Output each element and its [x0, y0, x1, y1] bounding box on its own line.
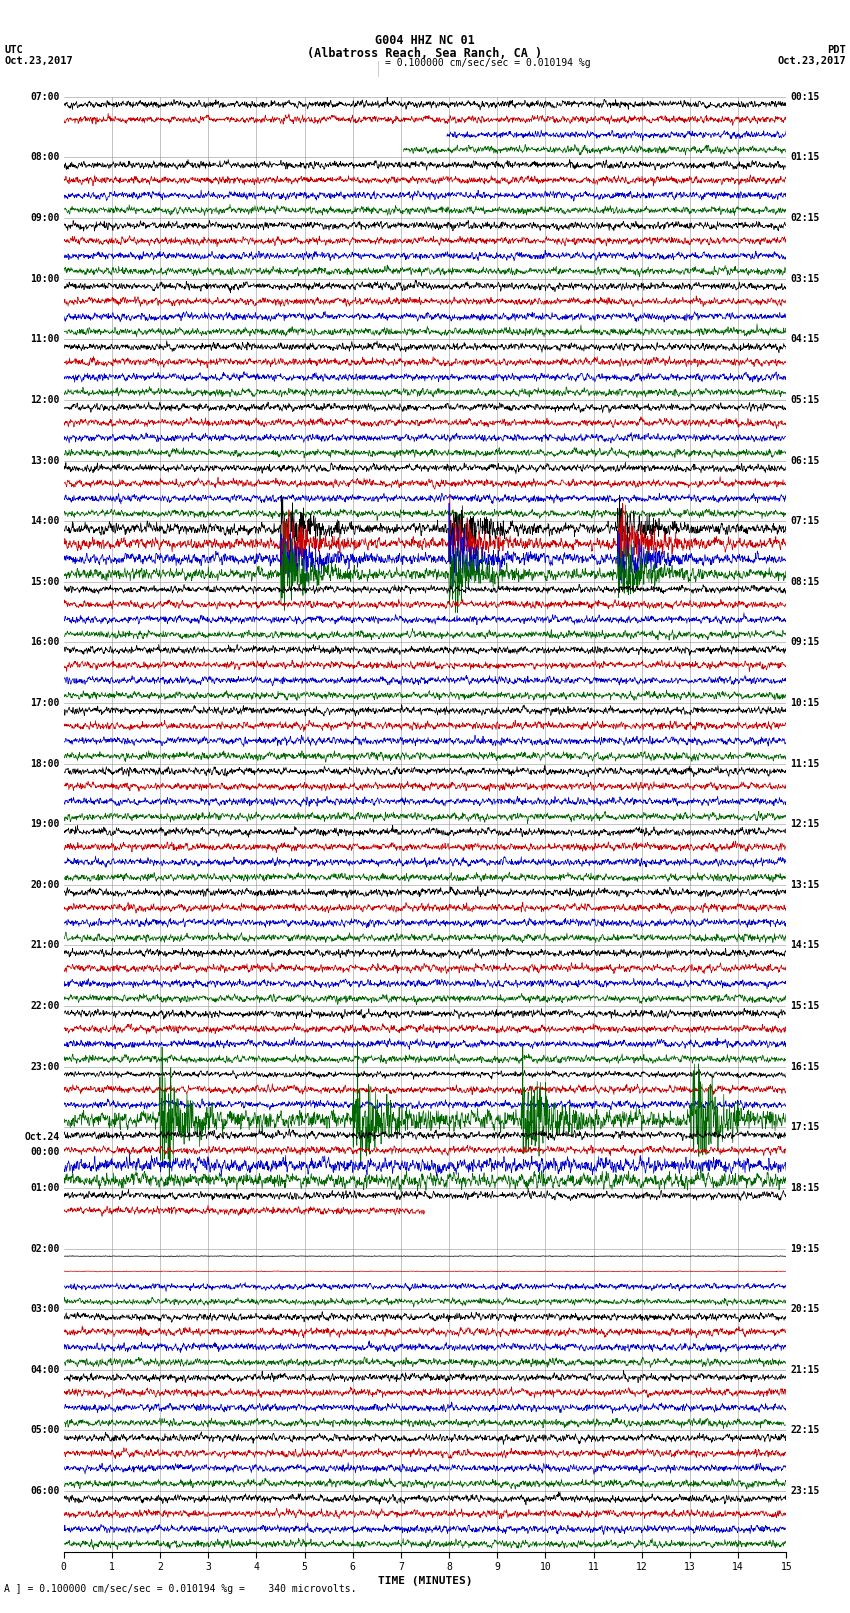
Text: 19:15: 19:15: [790, 1244, 820, 1253]
Text: 18:00: 18:00: [30, 758, 60, 769]
Text: 13:15: 13:15: [790, 879, 820, 890]
Text: 14:15: 14:15: [790, 940, 820, 950]
Text: 06:15: 06:15: [790, 455, 820, 466]
Text: 10:15: 10:15: [790, 698, 820, 708]
Text: 02:15: 02:15: [790, 213, 820, 223]
Text: Oct.23,2017: Oct.23,2017: [777, 56, 846, 66]
Text: 23:15: 23:15: [790, 1486, 820, 1497]
Text: Oct.23,2017: Oct.23,2017: [4, 56, 73, 66]
Text: 15:00: 15:00: [30, 577, 60, 587]
Text: 14:00: 14:00: [30, 516, 60, 526]
Text: 11:00: 11:00: [30, 334, 60, 344]
Text: 09:00: 09:00: [30, 213, 60, 223]
Text: 05:15: 05:15: [790, 395, 820, 405]
Text: G004 HHZ NC 01: G004 HHZ NC 01: [375, 34, 475, 47]
Text: 17:15: 17:15: [790, 1123, 820, 1132]
Text: 04:15: 04:15: [790, 334, 820, 344]
Text: 12:00: 12:00: [30, 395, 60, 405]
Text: 03:15: 03:15: [790, 274, 820, 284]
Text: 23:00: 23:00: [30, 1061, 60, 1071]
Text: 01:00: 01:00: [30, 1182, 60, 1194]
Text: (Albatross Reach, Sea Ranch, CA ): (Albatross Reach, Sea Ranch, CA ): [308, 47, 542, 60]
Text: 10:00: 10:00: [30, 274, 60, 284]
Text: 15:15: 15:15: [790, 1002, 820, 1011]
Text: 16:15: 16:15: [790, 1061, 820, 1071]
Text: 07:15: 07:15: [790, 516, 820, 526]
Text: 08:15: 08:15: [790, 577, 820, 587]
Text: 02:00: 02:00: [30, 1244, 60, 1253]
Text: 13:00: 13:00: [30, 455, 60, 466]
Text: 19:00: 19:00: [30, 819, 60, 829]
Text: 20:00: 20:00: [30, 879, 60, 890]
Text: 21:15: 21:15: [790, 1365, 820, 1374]
Text: 22:00: 22:00: [30, 1002, 60, 1011]
Text: 22:15: 22:15: [790, 1426, 820, 1436]
Text: 04:00: 04:00: [30, 1365, 60, 1374]
Text: 17:00: 17:00: [30, 698, 60, 708]
Text: 07:00: 07:00: [30, 92, 60, 102]
Text: 00:15: 00:15: [790, 92, 820, 102]
Text: A ] = 0.100000 cm/sec/sec = 0.010194 %g =    340 microvolts.: A ] = 0.100000 cm/sec/sec = 0.010194 %g …: [4, 1584, 357, 1594]
Text: 11:15: 11:15: [790, 758, 820, 769]
Text: 00:00: 00:00: [30, 1147, 60, 1157]
X-axis label: TIME (MINUTES): TIME (MINUTES): [377, 1576, 473, 1586]
Text: Oct.24: Oct.24: [25, 1132, 60, 1142]
Text: 08:00: 08:00: [30, 152, 60, 163]
Text: PDT: PDT: [827, 45, 846, 55]
Text: 03:00: 03:00: [30, 1305, 60, 1315]
Text: 18:15: 18:15: [790, 1182, 820, 1194]
Text: = 0.100000 cm/sec/sec = 0.010194 %g: = 0.100000 cm/sec/sec = 0.010194 %g: [385, 58, 591, 68]
Text: 20:15: 20:15: [790, 1305, 820, 1315]
Text: 09:15: 09:15: [790, 637, 820, 647]
Text: 16:00: 16:00: [30, 637, 60, 647]
Text: 21:00: 21:00: [30, 940, 60, 950]
Text: 01:15: 01:15: [790, 152, 820, 163]
Text: 05:00: 05:00: [30, 1426, 60, 1436]
Text: 06:00: 06:00: [30, 1486, 60, 1497]
Text: UTC: UTC: [4, 45, 23, 55]
Text: 12:15: 12:15: [790, 819, 820, 829]
